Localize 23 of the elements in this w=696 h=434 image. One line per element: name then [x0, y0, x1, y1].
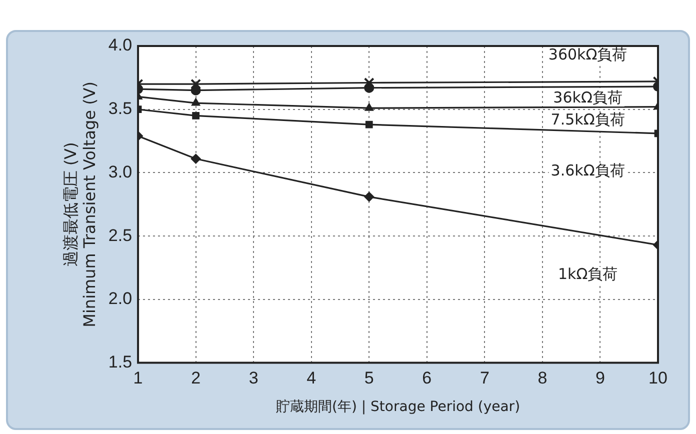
y-tick-label: 3.0 [108, 162, 132, 182]
x-tick-label: 2 [191, 368, 201, 388]
x-tick-label: 1 [133, 368, 143, 388]
series-label: 3.6kΩ負荷 [550, 161, 625, 180]
series-label: 36kΩ負荷 [553, 88, 622, 106]
y-tick-label: 2.5 [108, 226, 132, 245]
y-tick-label: 3.5 [108, 99, 132, 118]
x-axis-title: 貯蔵期間(年) | Storage Period (year) [276, 399, 520, 416]
series-label: 360kΩ負荷 [548, 45, 628, 64]
x-tick-label: 3 [248, 368, 258, 388]
x-tick-label: 9 [595, 368, 605, 388]
x-tick-label: 6 [422, 368, 432, 388]
y-tick-label: 2.0 [108, 289, 132, 308]
series-label: 7.5kΩ負荷 [550, 110, 625, 129]
x-tick-label: 10 [648, 368, 668, 388]
series-label: 1kΩ負荷 [558, 264, 618, 283]
y-tick-label: 4.0 [108, 36, 132, 55]
x-tick-label: 5 [364, 368, 374, 388]
y-tick-label: 1.5 [108, 352, 132, 372]
x-tick-label: 8 [538, 368, 548, 388]
y-axis-title: 過渡最低電圧 (V) Minimum Transient Voltage (V) [60, 81, 99, 328]
x-tick-label: 7 [480, 368, 490, 388]
x-tick-label: 4 [306, 368, 316, 388]
